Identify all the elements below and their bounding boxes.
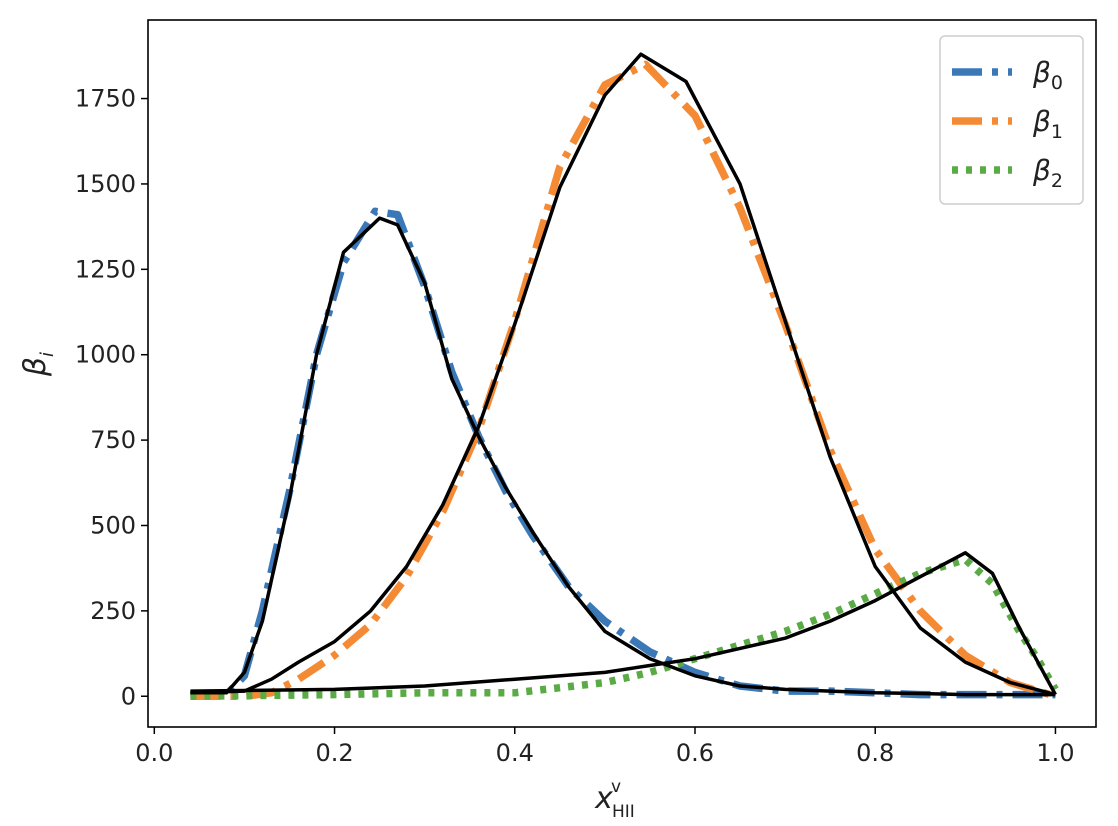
legend-items: β0 β1 β2 — [952, 56, 1063, 192]
y-tick-label: 250 — [90, 597, 136, 625]
y-tick-label: 1250 — [75, 255, 136, 283]
y-axis-label: βi — [18, 352, 58, 377]
series-line-0 — [190, 207, 1056, 701]
x-tick-label: 0.6 — [676, 739, 714, 767]
y-tick-label: 1500 — [75, 170, 136, 198]
x-axis-label-base: x — [594, 781, 613, 816]
legend: β0 β1 β2 — [939, 35, 1084, 205]
y-tick-label: 500 — [90, 511, 136, 539]
fit-line — [190, 551, 1057, 696]
x-tick-label: 0.4 — [496, 739, 534, 767]
y-tick-label: 1750 — [75, 85, 136, 113]
x-tick-label: 0.2 — [315, 739, 353, 767]
y-axis: 0 250 500 750 1000 1250 1500 1750 — [75, 85, 148, 710]
fit-line — [190, 52, 1056, 697]
series-line-2 — [190, 555, 1059, 701]
plot-lines — [190, 52, 1059, 701]
legend-label: β1 — [1032, 105, 1063, 143]
x-axis-label: xv HII — [594, 777, 635, 822]
series-line-1 — [190, 60, 1057, 701]
y-tick-label: 0 — [121, 682, 136, 710]
legend-label: β2 — [1032, 154, 1063, 192]
y-tick-label: 750 — [90, 426, 136, 454]
x-axis-label-subscript: HII — [612, 802, 635, 822]
x-tick-label: 0.8 — [856, 739, 894, 767]
plot-frame — [147, 19, 1097, 728]
y-axis-label-base: β — [18, 357, 53, 377]
y-axis-label-subscript: i — [37, 352, 58, 357]
legend-label: β0 — [1032, 56, 1063, 94]
y-tick-label: 1000 — [75, 341, 136, 369]
x-axis-label-superscript: v — [611, 777, 621, 797]
x-axis: 0.0 0.2 0.4 0.6 0.8 1.0 — [135, 727, 1075, 767]
x-tick-label: 1.0 — [1036, 739, 1074, 767]
fit-line — [190, 216, 1056, 697]
x-tick-label: 0.0 — [135, 739, 173, 767]
